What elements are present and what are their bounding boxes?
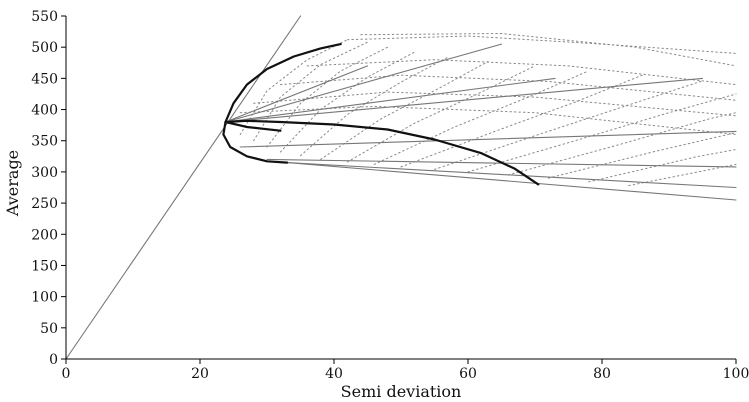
y-ticks: 0 50 100 150 200 250 300 350 400 450 500 550 xyxy=(31,9,66,368)
series-frontier-short-3 xyxy=(224,120,282,132)
series-gray-ray-12 xyxy=(286,162,737,201)
series-dotted-curve-25 xyxy=(547,132,737,179)
series-dotted-curve-15 xyxy=(266,46,389,148)
y-tick-label: 100 xyxy=(31,290,58,306)
series-dotted-curve-29 xyxy=(360,33,737,67)
series-dotted-curve-32 xyxy=(253,91,737,117)
x-tick-label: 80 xyxy=(593,366,611,382)
series-gray-ray-7 xyxy=(224,77,556,123)
series-dotted-curve-16 xyxy=(279,51,415,153)
y-tick-label: 50 xyxy=(40,321,58,337)
series-frontier-bottom-4 xyxy=(222,120,289,164)
x-tick-label: 20 xyxy=(191,366,209,382)
series-dotted-curve-24 xyxy=(507,112,737,176)
y-tick-label: 300 xyxy=(31,165,58,181)
series-dotted-curve-21 xyxy=(400,74,643,168)
x-tick-label: 40 xyxy=(325,366,343,382)
y-tick-label: 150 xyxy=(31,258,58,274)
series-dotted-curve-22 xyxy=(434,80,703,170)
series-dotted-curve-14 xyxy=(253,41,368,142)
x-tick-label: 60 xyxy=(459,366,477,382)
y-tick-label: 400 xyxy=(31,103,58,119)
series-dotted-curve-30 xyxy=(306,59,737,86)
y-tick-label: 450 xyxy=(31,71,58,87)
series-dotted-curve-18 xyxy=(320,61,489,160)
series-gray-ray-5 xyxy=(224,65,369,123)
y-tick-label: 350 xyxy=(31,134,58,150)
series-gray-ray-8 xyxy=(224,77,704,123)
series-dotted-curve-26 xyxy=(588,149,737,183)
y-tick-label: 500 xyxy=(31,40,58,56)
y-tick-label: 250 xyxy=(31,196,58,212)
x-axis-title: Semi deviation xyxy=(341,382,462,401)
series-dotted-curve-17 xyxy=(300,56,449,157)
series-dotted-curve-28 xyxy=(346,35,737,54)
series-dotted-curve-33 xyxy=(239,105,737,135)
y-tick-label: 0 xyxy=(49,352,58,368)
y-axis-title: Average xyxy=(3,150,22,217)
series-frontier-upper-1 xyxy=(224,42,342,124)
series-dotted-curve-19 xyxy=(346,65,536,163)
y-tick-label: 550 xyxy=(31,9,58,25)
axes: 0 20 40 60 80 100 0 50 100 150 200 250 300 350 400 450… xyxy=(31,9,749,382)
series-dotted-curve-31 xyxy=(279,74,737,101)
x-tick-label: 0 xyxy=(62,366,71,382)
series-dotted-curve-13 xyxy=(239,39,348,135)
series-frontier-lower-2 xyxy=(224,119,540,186)
series-gray-ray-11 xyxy=(286,162,737,189)
series-gray-ray-6 xyxy=(224,43,503,123)
y-tick-label: 200 xyxy=(31,227,58,243)
x-ticks: 0 20 40 60 80 100 xyxy=(62,359,749,382)
series-tangent-line-0 xyxy=(65,15,302,360)
x-tick-label: 100 xyxy=(723,366,749,382)
series-dotted-curve-23 xyxy=(467,93,737,173)
plot-area xyxy=(65,15,737,360)
series-gray-ray-9 xyxy=(239,130,737,148)
series-dotted-curve-20 xyxy=(373,70,590,165)
